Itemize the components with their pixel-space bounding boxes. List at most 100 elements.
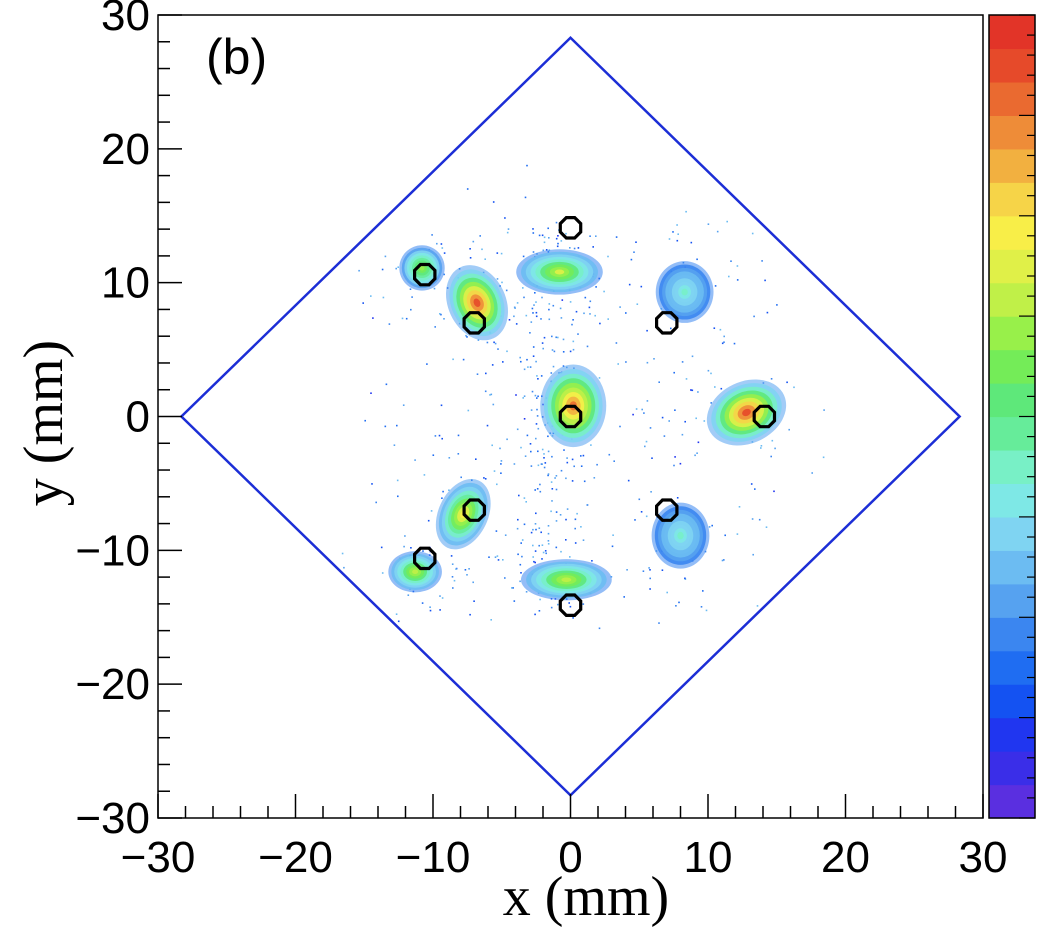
scatter-point [623,596,625,598]
scatter-point [523,523,526,526]
scatter-point [613,460,615,462]
scatter-point [643,412,645,414]
scatter-point [730,260,732,262]
scatter-point [678,601,680,604]
scatter-point [733,342,736,345]
scatter-point [421,602,424,604]
scatter-point [522,255,525,258]
scatter-point [457,453,460,455]
octagon-marker [413,262,437,287]
color-scale-band [989,349,1035,384]
scatter-point [586,504,589,506]
scatter-point [607,318,609,320]
scatter-point [571,458,574,461]
scatter-point [520,360,522,363]
scatter-point [552,365,555,368]
scatter-point [649,427,652,429]
scatter-point [527,366,529,368]
scatter-point [491,364,494,366]
scatter-point [410,547,412,549]
scatter-point [500,472,502,474]
scatter-point [547,450,550,453]
scatter-point [380,546,383,549]
scatter-point [615,342,618,344]
y-tick-label: 0 [126,393,150,442]
color-scale-band [989,449,1035,485]
scatter-point [496,555,499,557]
scatter-point [371,483,373,485]
scatter-point [442,490,444,493]
color-scale-band [989,550,1035,585]
scatter-point [556,245,559,248]
scatter-point [635,408,638,410]
scatter-point [441,497,443,499]
hotspot-contour [742,408,751,417]
scatter-point [532,544,534,547]
scatter-point [403,545,405,548]
scatter-point [502,361,504,363]
scatter-point [649,569,651,571]
scatter-point [668,238,671,240]
scatter-point [530,465,533,467]
scatter-point [548,318,551,321]
scatter-point [384,255,387,258]
scatter-point [489,394,491,396]
scatter-point [440,243,443,245]
scatter-point [574,518,577,521]
scatter-point [574,527,576,530]
scatter-point [544,462,547,464]
scatter-point [499,447,501,450]
x-tick-label: −20 [258,833,333,882]
scatter-point [666,591,668,594]
scatter-point [596,463,598,466]
scatter-point [536,397,538,399]
scatter-point [547,435,549,438]
scatter-point [472,240,475,243]
scatter-point [439,595,441,597]
scatter-point [543,236,546,239]
scatter-point [557,242,559,245]
scatter-point [630,258,633,261]
y-tick-label: −10 [75,526,150,575]
scatter-point [430,510,433,512]
scatter-point [723,341,725,343]
scatter-point [719,328,722,331]
scatter-point [537,464,540,467]
scatter-point [441,437,443,440]
scatter-point [646,400,649,402]
scatter-point [542,249,545,252]
scatter-point [635,241,637,243]
hotspot [655,261,714,323]
scatter-point [534,613,536,616]
scatter-point [593,477,596,479]
scatter-point [566,457,568,459]
scatter-point [513,306,516,309]
scatter-point [751,518,754,520]
scatter-point [534,550,537,552]
scatter-point [496,483,498,486]
scatter-point [462,358,465,361]
scatter-point [529,443,532,445]
scatter-point [532,355,535,357]
scatter-point [384,425,387,428]
scatter-point [434,435,437,437]
scatter-point [551,455,553,458]
scatter-point [684,578,687,580]
scatter-point [608,453,611,456]
scatter-point [341,552,344,555]
hotspot [388,551,442,593]
scatter-point [681,433,684,436]
octagon-marker [752,404,777,429]
scatter-point [502,559,504,561]
scatter-point [411,296,413,298]
scatter-point [574,542,577,544]
scatter-point [603,290,605,293]
scatter-point [714,386,716,388]
scatter-point [566,508,569,510]
scatter-point [393,444,396,446]
scatter-point [468,568,470,570]
panel-label: (b) [206,29,267,85]
scatter-point [684,577,686,580]
scatter-point [793,386,795,389]
scatter-point [573,247,576,250]
